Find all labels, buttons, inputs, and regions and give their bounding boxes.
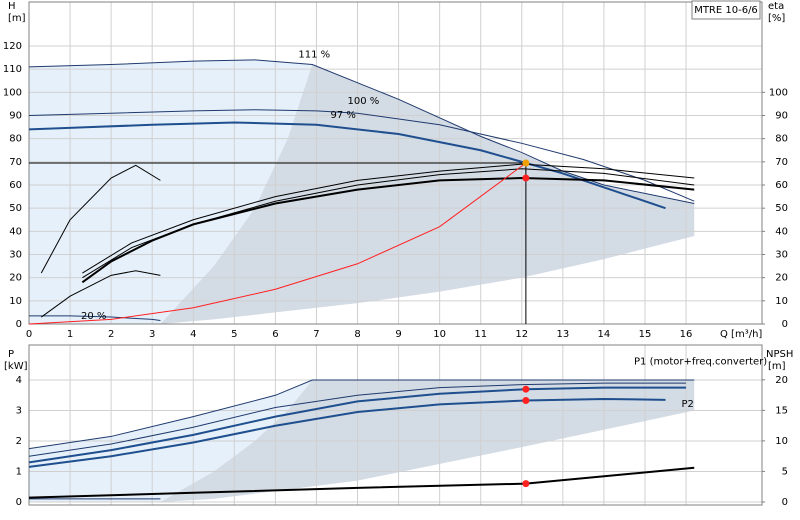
y-tick-label: 60 — [9, 180, 22, 191]
series-label: 20 % — [81, 311, 106, 322]
series-line — [28, 397, 666, 468]
x-tick-label: 3 — [149, 329, 155, 340]
y-tick-label: 40 — [9, 226, 22, 237]
y2-tick-label: 10 — [775, 436, 788, 447]
y-tick-label: 20 — [9, 273, 22, 284]
duty-point — [522, 396, 530, 404]
x-tick-label: 12 — [515, 329, 528, 340]
y2-label: NPSH — [766, 349, 793, 360]
y2-tick-label: 50 — [775, 203, 788, 214]
y2-tick-label: 70 — [775, 157, 788, 168]
y2-tick-label: 80 — [775, 134, 788, 145]
series-label: 100 % — [348, 96, 380, 107]
duty-point — [522, 480, 530, 488]
series-label: P1 (motor+freq.converter) — [634, 357, 767, 368]
y2-tick-label: 10 — [775, 296, 788, 307]
region — [160, 64, 695, 325]
x-tick-label: 6 — [272, 329, 278, 340]
y2-tick-label: 15 — [775, 405, 788, 416]
y2-tick-label: 100 — [769, 87, 788, 98]
x-tick-label: 2 — [108, 329, 114, 340]
title-box — [691, 0, 761, 20]
layer-pt — [522, 159, 530, 488]
y-unit: [m] — [8, 13, 26, 24]
series-line — [28, 382, 687, 457]
y-tick-label: 2 — [16, 436, 22, 447]
x-tick-label: 14 — [598, 329, 611, 340]
x-tick-label: 11 — [474, 329, 487, 340]
duty-point — [522, 174, 530, 182]
y2-tick-label: 0 — [782, 319, 788, 330]
series-line — [28, 162, 527, 325]
x-tick-label: 5 — [231, 329, 237, 340]
x-tick-label: 0 — [26, 329, 32, 340]
x-tick-label: 1 — [67, 329, 73, 340]
y2-tick-label: 0 — [782, 497, 788, 508]
series-line — [28, 379, 695, 450]
y-tick-label: 50 — [9, 203, 22, 214]
y-tick-label: 120 — [3, 41, 22, 52]
x-tick-label: 7 — [313, 329, 319, 340]
x-tick-label: 13 — [556, 329, 569, 340]
y-tick-label: 80 — [9, 134, 22, 145]
duty-point — [522, 159, 530, 167]
y-tick-label: 30 — [9, 250, 22, 261]
series-label: P2 — [681, 399, 693, 410]
layer-txt: 0 1 2 3 4 5 6 7 8 9 10 11 12 13 14 15 160102030405060708… — [3, 0, 788, 508]
y2-tick-label: 90 — [775, 111, 788, 122]
y2-label: eta — [768, 1, 784, 12]
y2-unit: [%] — [768, 13, 785, 24]
chart-title: MTRE 10-6/6 — [694, 5, 758, 16]
y-tick-label: 70 — [9, 157, 22, 168]
y-tick-label: 0 — [16, 319, 22, 330]
x-tick-label: 15 — [639, 329, 652, 340]
series-line — [28, 121, 666, 210]
y-tick-label: 1 — [16, 466, 22, 477]
series-line — [81, 177, 695, 284]
y-tick-label: 4 — [16, 375, 22, 386]
series-line — [40, 164, 161, 274]
y-tick-label: 10 — [9, 296, 22, 307]
series-label: 111 % — [298, 50, 330, 61]
y-label: P — [8, 349, 14, 360]
x-label: Q [m³/h] — [720, 329, 762, 340]
y-tick-label: 3 — [16, 406, 22, 417]
y2-tick-label: 20 — [775, 375, 788, 386]
y-tick-label: 0 — [16, 497, 22, 508]
y2-tick-label: 60 — [775, 180, 788, 191]
y2-tick-label: 40 — [775, 226, 788, 237]
y-tick-label: 100 — [3, 87, 22, 98]
y-tick-label: 90 — [9, 111, 22, 122]
series-line — [41, 270, 161, 318]
x-tick-label: 4 — [190, 329, 196, 340]
x-tick-label: 8 — [354, 329, 360, 340]
series-label: 97 % — [330, 110, 355, 121]
y-tick-label: 110 — [3, 64, 22, 75]
duty-point — [522, 385, 530, 393]
x-tick-label: 10 — [433, 329, 446, 340]
layer-line — [28, 59, 695, 500]
y2-tick-label: 5 — [782, 466, 788, 477]
series-line — [28, 386, 687, 464]
series-line — [28, 59, 695, 205]
plot-frame — [28, 344, 763, 506]
series-line — [28, 109, 695, 202]
y2-unit: [m] — [768, 361, 786, 372]
x-tick-label: 16 — [680, 329, 693, 340]
series-line — [82, 163, 695, 274]
y2-tick-label: 20 — [775, 273, 788, 284]
y-label: H — [8, 1, 16, 12]
series-line — [29, 315, 161, 322]
x-tick-label: 9 — [395, 329, 401, 340]
y2-tick-label: 30 — [775, 250, 788, 261]
series-line — [28, 466, 695, 499]
y-unit: [kW] — [4, 361, 28, 372]
